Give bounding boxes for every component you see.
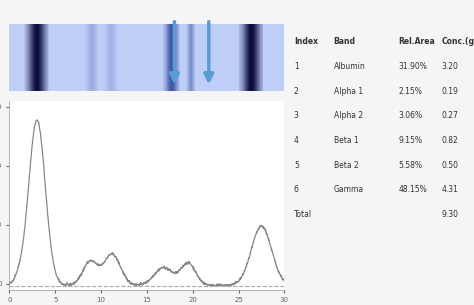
Text: 5: 5 bbox=[294, 161, 299, 170]
Text: 3: 3 bbox=[294, 111, 299, 120]
Text: Albumin: Albumin bbox=[334, 62, 365, 71]
Text: 0.19: 0.19 bbox=[442, 87, 458, 96]
Text: 9.15%: 9.15% bbox=[398, 136, 422, 145]
Text: 5.58%: 5.58% bbox=[398, 161, 422, 170]
Text: 3.06%: 3.06% bbox=[398, 111, 422, 120]
Text: Alpha 2: Alpha 2 bbox=[334, 111, 363, 120]
Text: 31.90%: 31.90% bbox=[398, 62, 427, 71]
Text: Alpha 1: Alpha 1 bbox=[334, 87, 363, 96]
Text: Conc.(g/dL): Conc.(g/dL) bbox=[442, 37, 474, 46]
Text: Beta 1: Beta 1 bbox=[334, 136, 358, 145]
Text: Gamma: Gamma bbox=[334, 185, 364, 195]
Text: Beta 2: Beta 2 bbox=[334, 161, 358, 170]
Text: 0.82: 0.82 bbox=[442, 136, 458, 145]
Text: Band: Band bbox=[334, 37, 356, 46]
Text: Rel.Area: Rel.Area bbox=[398, 37, 435, 46]
Text: 4.31: 4.31 bbox=[442, 185, 458, 195]
Text: Total: Total bbox=[294, 210, 312, 219]
Text: 9.30: 9.30 bbox=[442, 210, 458, 219]
Text: 1: 1 bbox=[294, 62, 299, 71]
Text: 0.50: 0.50 bbox=[442, 161, 458, 170]
Text: 2: 2 bbox=[294, 87, 299, 96]
Text: 48.15%: 48.15% bbox=[398, 185, 427, 195]
Text: Index: Index bbox=[294, 37, 318, 46]
Text: 2.15%: 2.15% bbox=[398, 87, 422, 96]
Text: 0.27: 0.27 bbox=[442, 111, 458, 120]
Text: 4: 4 bbox=[294, 136, 299, 145]
Text: 3.20: 3.20 bbox=[442, 62, 458, 71]
Text: 6: 6 bbox=[294, 185, 299, 195]
